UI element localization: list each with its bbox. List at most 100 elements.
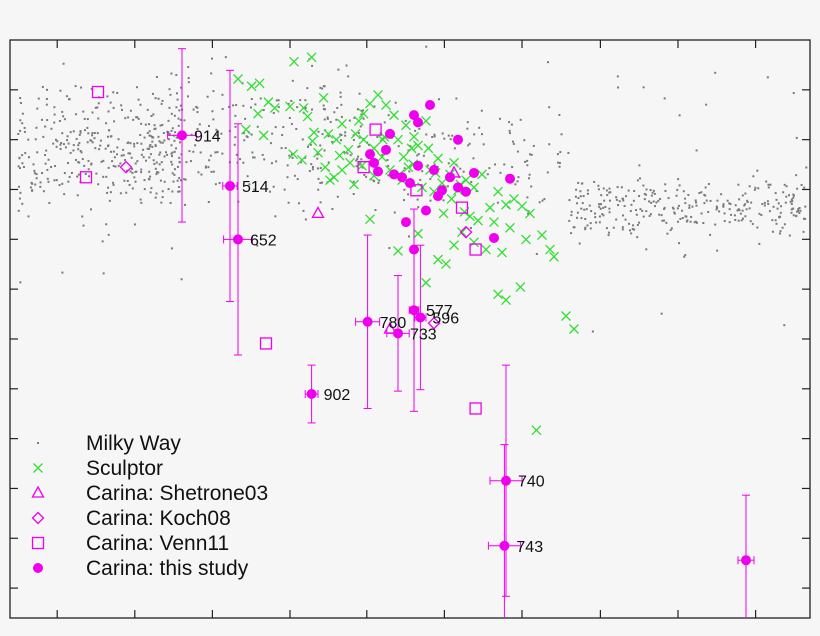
- milky-way-point: [763, 201, 766, 204]
- milky-way-point: [19, 191, 22, 194]
- milky-way-point: [365, 175, 368, 178]
- milky-way-point: [790, 211, 793, 214]
- milky-way-point: [106, 95, 109, 98]
- milky-way-point: [519, 118, 522, 121]
- milky-way-point: [774, 219, 777, 222]
- milky-way-point: [280, 147, 283, 150]
- milky-way-point: [329, 120, 332, 123]
- milky-way-point: [53, 113, 56, 116]
- milky-way-point: [220, 132, 223, 135]
- milky-way-point: [56, 140, 59, 143]
- milky-way-point: [207, 201, 210, 204]
- milky-way-point: [413, 184, 416, 187]
- milky-way-point: [453, 147, 456, 150]
- milky-way-point: [523, 139, 526, 142]
- milky-way-point: [321, 87, 324, 90]
- sculptor-point: [357, 160, 367, 171]
- milky-way-point: [572, 226, 575, 229]
- milky-way-point: [733, 214, 736, 217]
- milky-way-point: [648, 214, 651, 217]
- milky-way-point: [790, 198, 793, 201]
- milky-way-point: [470, 180, 473, 183]
- point-label-596: 596: [432, 310, 459, 327]
- milky-way-point: [629, 210, 632, 213]
- milky-way-point: [296, 106, 299, 109]
- milky-way-point: [91, 141, 94, 144]
- milky-way-point: [126, 179, 129, 182]
- milky-way-point: [153, 128, 156, 131]
- milky-way-point: [212, 118, 215, 121]
- milky-way-point: [102, 175, 105, 178]
- milky-way-point: [607, 234, 610, 237]
- milky-way-point: [52, 142, 55, 145]
- sculptor-point: [337, 118, 347, 129]
- milky-way-point: [319, 144, 322, 147]
- milky-way-point: [679, 217, 682, 220]
- milky-way-point: [133, 223, 136, 226]
- milky-way-point: [761, 202, 764, 205]
- milky-way-point: [738, 198, 741, 201]
- milky-way-point: [714, 223, 717, 226]
- this-study-point: [409, 244, 419, 255]
- milky-way-point: [188, 150, 191, 153]
- sculptor-point: [485, 202, 495, 213]
- sculptor-point: [473, 215, 483, 226]
- milky-way-point: [24, 152, 27, 155]
- milky-way-point: [159, 124, 162, 127]
- milky-way-point: [582, 195, 585, 198]
- milky-way-point: [76, 194, 79, 197]
- sculptor-point: [433, 254, 443, 265]
- milky-way-point: [286, 176, 289, 179]
- milky-way-point: [581, 202, 584, 205]
- milky-way-point: [121, 108, 124, 111]
- sculptor-point: [358, 108, 369, 119]
- milky-way-point: [790, 208, 793, 211]
- milky-way-point: [111, 160, 114, 163]
- milky-way-point: [64, 146, 67, 149]
- milky-way-point: [104, 147, 107, 150]
- milky-way-point: [152, 113, 155, 116]
- sculptor-point: [569, 324, 579, 334]
- sculptor-point: [258, 130, 269, 141]
- sculptor-point: [389, 110, 399, 121]
- milky-way-point: [74, 113, 77, 116]
- milky-way-point: [32, 163, 35, 166]
- milky-way-point: [212, 90, 215, 93]
- milky-way-point: [67, 180, 70, 183]
- milky-way-point: [18, 157, 21, 160]
- milky-way-point: [127, 141, 130, 144]
- milky-way-point: [703, 193, 706, 196]
- milky-way-point: [135, 170, 138, 173]
- milky-way-point: [570, 210, 573, 213]
- milky-way-point: [253, 188, 256, 191]
- milky-way-point: [214, 151, 217, 154]
- this-study-point: [381, 144, 391, 155]
- milky-way-point: [178, 190, 181, 193]
- milky-way-point: [455, 97, 458, 100]
- milky-way-point: [605, 189, 608, 192]
- milky-way-point: [356, 108, 359, 111]
- milky-way-point: [77, 161, 80, 164]
- milky-way-point: [636, 179, 639, 182]
- milky-way-point: [124, 117, 127, 120]
- milky-way-point: [653, 205, 656, 208]
- milky-way-point: [69, 151, 72, 154]
- milky-way-point: [362, 117, 365, 120]
- milky-way-point: [344, 131, 347, 134]
- milky-way-point: [54, 165, 57, 168]
- milky-way-point: [635, 213, 638, 216]
- milky-way-point: [242, 104, 245, 107]
- milky-way-point: [407, 193, 410, 196]
- milky-way-point: [577, 197, 580, 200]
- milky-way-point: [199, 151, 202, 154]
- milky-way-point: [259, 97, 262, 100]
- milky-way-point: [722, 204, 725, 207]
- milky-way-point: [705, 199, 708, 202]
- milky-way-point: [22, 165, 25, 168]
- milky-way-point: [586, 224, 589, 227]
- milky-way-point: [776, 207, 779, 210]
- milky-way-point: [326, 117, 329, 120]
- milky-way-point: [169, 93, 172, 96]
- milky-way-point: [97, 102, 100, 105]
- milky-way-point: [757, 187, 760, 190]
